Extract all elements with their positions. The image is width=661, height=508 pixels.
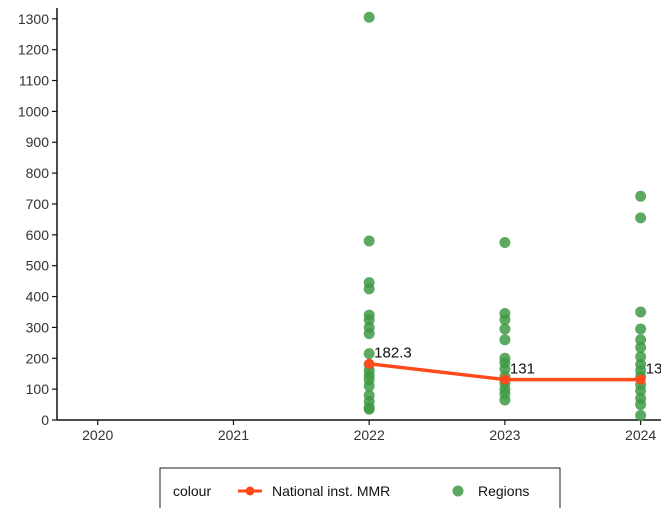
region-point [635,190,647,202]
region-point [635,212,647,224]
y-tick-label: 700 [26,196,50,212]
region-point [363,380,375,392]
region-point [363,283,375,295]
region-point [635,341,647,353]
national-mmr-value-label: 131 [510,361,535,378]
region-point [363,328,375,340]
region-point [363,348,375,360]
region-point [635,334,647,346]
y-tick-label: 800 [26,165,50,181]
y-tick-label: 0 [41,412,49,428]
national-mmr-value-label: 131 [646,361,661,378]
national-mmr-value-label: 182.3 [374,345,412,362]
region-point [635,385,647,397]
region-point [635,323,647,335]
legend-national-marker [245,486,255,496]
y-tick-label: 500 [26,258,50,274]
y-tick-label: 100 [26,381,50,397]
x-tick-label: 2022 [354,427,385,443]
region-point [499,323,511,335]
region-point [363,11,375,23]
x-tick-label: 2024 [625,427,656,443]
y-tick-label: 900 [26,134,50,150]
region-point [635,351,647,363]
y-tick-label: 200 [26,350,50,366]
legend-regions-marker [452,485,464,497]
y-tick-label: 1100 [19,73,49,89]
region-point [635,399,647,411]
national-mmr-point [499,374,510,385]
legend-national-label: National inst. MMR [272,483,390,499]
y-tick-label: 400 [26,289,50,305]
data-labels: 182.3 131 131 [374,345,661,378]
x-tick-label: 2023 [489,427,520,443]
legend-title: colour [173,483,211,499]
x-tick-label: 2021 [218,427,249,443]
national-mmr-point [364,358,375,369]
y-axis-ticks: 0 100 200 300 400 500 600 700 800 900 1000 1100 1200… [18,11,57,428]
region-point [499,394,511,406]
legend-box [159,467,561,508]
axes [56,8,661,421]
region-point [363,314,375,326]
legend: colour National inst. MMR Regions [159,467,561,508]
region-point [499,237,511,249]
y-tick-label: 300 [26,319,50,335]
national-mmr-point [635,374,646,385]
region-point [499,334,511,346]
x-tick-label: 2020 [82,427,113,443]
y-tick-label: 1200 [18,42,49,58]
national-mmr-series [364,358,646,385]
region-point [635,306,647,318]
region-point [363,235,375,247]
y-tick-label: 1300 [18,11,49,27]
x-axis-ticks: 2020 2021 2022 2023 2024 [82,420,656,443]
y-tick-label: 600 [26,227,50,243]
region-point [363,403,375,415]
region-point [499,363,511,375]
legend-regions-label: Regions [478,483,529,499]
regions-points [363,11,647,421]
region-point [499,314,511,326]
region-point [635,409,647,421]
y-tick-label: 1000 [18,103,49,119]
